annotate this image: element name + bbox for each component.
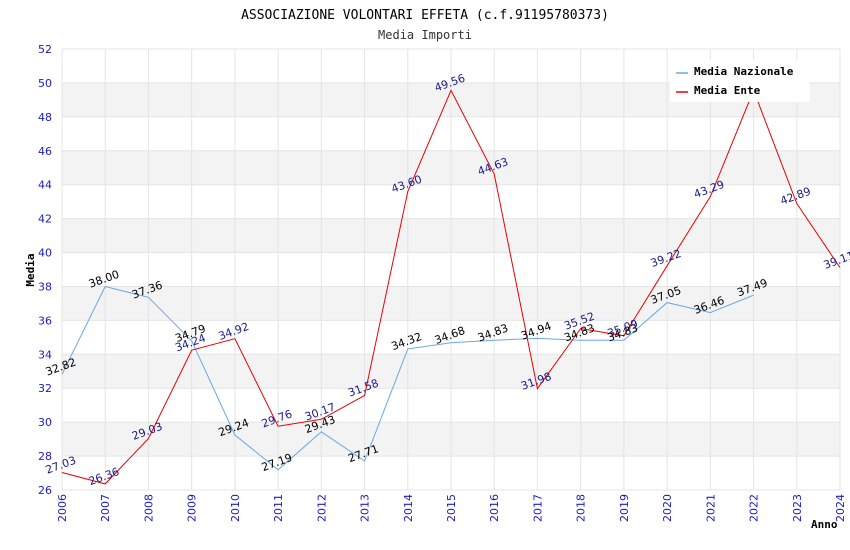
x-tick-label: 2014 bbox=[402, 494, 415, 522]
y-tick-label: 46 bbox=[38, 145, 52, 158]
x-tick-labels: 2006 2007 2008 2009 2010 2011 2012 2013 2014 2015… bbox=[56, 494, 847, 522]
x-axis-label: Anno bbox=[811, 518, 838, 531]
y-tick-label: 28 bbox=[38, 450, 52, 463]
y-tick-label: 48 bbox=[38, 111, 52, 124]
series-line-media-ente bbox=[61, 89, 841, 485]
y-tick-label: 40 bbox=[38, 247, 52, 260]
x-tick-label: 2012 bbox=[315, 494, 328, 522]
y-tick-label: 52 bbox=[38, 43, 52, 56]
x-tick-label: 2024 bbox=[834, 494, 847, 522]
grid-lines bbox=[61, 48, 841, 491]
y-tick-label: 32 bbox=[38, 382, 52, 395]
y-tick-label: 38 bbox=[38, 280, 52, 293]
y-tick-labels: 26 28 30 32 34 36 38 40 42 44 46 48 50 52 bbox=[38, 43, 52, 497]
x-tick-label: 2007 bbox=[99, 494, 112, 522]
y-tick-label: 34 bbox=[38, 348, 52, 361]
x-tick-label: 2023 bbox=[791, 494, 804, 522]
legend-box bbox=[670, 60, 810, 102]
x-tick-label: 2022 bbox=[748, 494, 761, 522]
y-tick-label: 26 bbox=[38, 484, 52, 497]
x-tick-label: 2015 bbox=[445, 494, 458, 522]
series-lines bbox=[61, 89, 841, 485]
chart-subtitle: Media Importi bbox=[378, 28, 472, 42]
x-tick-label: 2019 bbox=[618, 494, 631, 522]
legend-label-media-nazionale: Media Nazionale bbox=[694, 65, 794, 78]
x-tick-label: 2010 bbox=[229, 494, 242, 522]
chart-title: ASSOCIAZIONE VOLONTARI EFFETA (c.f.91195… bbox=[241, 8, 609, 23]
x-tick-label: 2017 bbox=[531, 494, 544, 522]
y-tick-label: 36 bbox=[38, 314, 52, 327]
y-tick-label: 30 bbox=[38, 416, 52, 429]
series-line-media-nazionale bbox=[61, 285, 754, 471]
x-tick-label: 2008 bbox=[142, 494, 155, 522]
x-tick-label: 2020 bbox=[661, 494, 674, 522]
y-axis-label: Media bbox=[24, 253, 37, 286]
x-tick-label: 2009 bbox=[186, 494, 199, 522]
y-tick-label: 42 bbox=[38, 213, 52, 226]
x-tick-label: 2011 bbox=[272, 494, 285, 522]
x-tick-label: 2021 bbox=[704, 494, 717, 522]
y-tick-label: 50 bbox=[38, 77, 52, 90]
legend: Media Nazionale Media Ente bbox=[670, 60, 810, 102]
x-tick-label: 2013 bbox=[359, 494, 372, 522]
x-tick-label: 2018 bbox=[575, 494, 588, 522]
x-tick-label: 2006 bbox=[56, 494, 69, 522]
legend-label-media-ente: Media Ente bbox=[694, 84, 761, 97]
x-tick-label: 2016 bbox=[488, 494, 501, 522]
y-tick-label: 44 bbox=[38, 179, 52, 192]
